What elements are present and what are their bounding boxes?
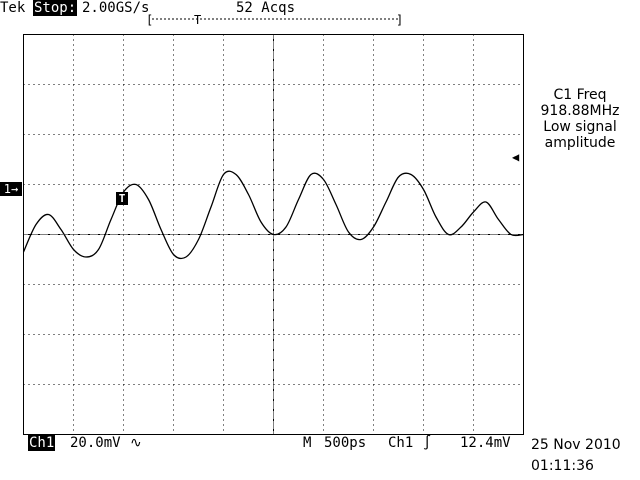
record-bracket-right: ] (396, 13, 404, 27)
status-bar: Tek Stop: 2.00GS/s 52 Acqs [ ] T (0, 0, 640, 27)
graticule-grid (23, 34, 524, 435)
date: 25 Nov 2010 (531, 437, 621, 453)
trigger-source: Ch1 (388, 435, 414, 451)
measurement-title: C1 Freq (553, 87, 607, 103)
time-per-div: 500ps (324, 435, 367, 451)
bandwidth-icon: ∿ (130, 435, 142, 451)
channel-1-ground-marker[interactable]: 1→ (0, 182, 22, 196)
record-bracket-left: [ (146, 13, 154, 27)
time: 01:11:36 (531, 458, 594, 474)
brand-label: Tek (0, 0, 26, 16)
trigger-point-marker: T (116, 192, 128, 205)
channel-indicator[interactable]: Ch1 (28, 435, 56, 451)
timebase-label: M (303, 435, 312, 451)
acquisition-mode: Stop: (33, 0, 78, 16)
volts-per-div: 20.0mV (70, 435, 121, 451)
measurement-value: 918.88MHz (540, 103, 620, 119)
acquisition-count: 52 Acqs (236, 0, 296, 16)
measurement-warning-2: amplitude (544, 135, 616, 151)
trigger-slope-icon: ∫ (423, 435, 432, 451)
trigger-level-arrow-icon[interactable]: ◀ (512, 150, 520, 164)
trigger-level: 12.4mV (460, 435, 511, 451)
record-trigger-marker: T (194, 13, 202, 27)
sample-rate: 2.00GS/s (82, 0, 150, 16)
measurement-warning-1: Low signal (543, 119, 617, 135)
waveform-trace (22, 170, 524, 260)
